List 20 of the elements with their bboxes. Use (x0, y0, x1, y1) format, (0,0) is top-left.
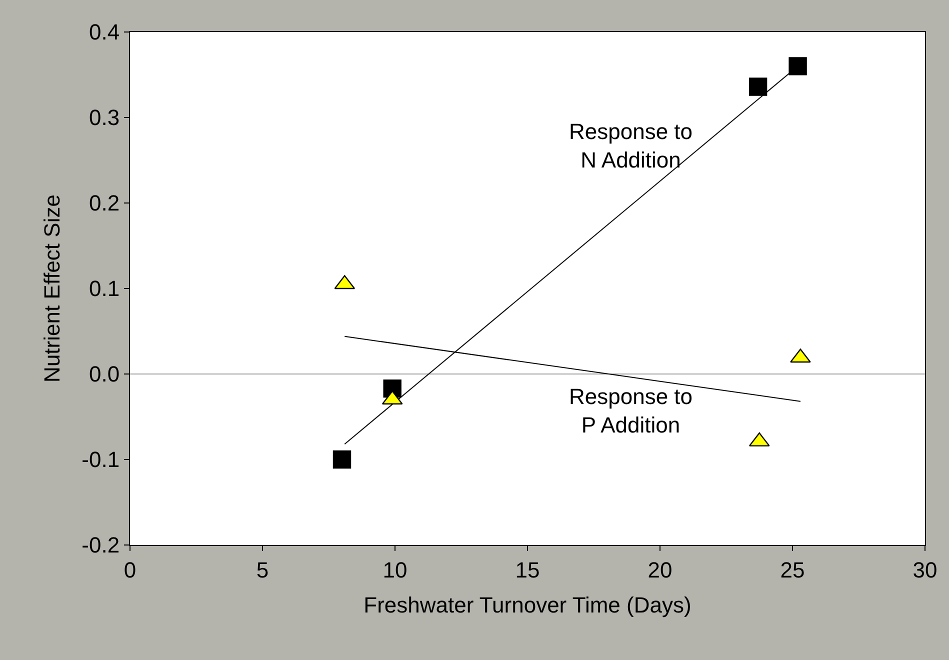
x-tick-label: 25 (780, 557, 805, 582)
y-tick-label: 0.4 (89, 20, 120, 45)
x-tick-label: 10 (382, 557, 408, 582)
y-tick-label: 0.2 (89, 190, 120, 216)
y-tick-label: -0.2 (82, 532, 120, 558)
y-tick-label: 0.3 (89, 105, 120, 130)
point (748, 78, 768, 96)
y-tick-label: -0.1 (82, 447, 120, 472)
x-tick-label: 30 (912, 557, 938, 582)
x-tick-label: 20 (648, 557, 672, 582)
x-tick-label: 5 (256, 557, 269, 582)
x-tick-label: 0 (124, 557, 136, 582)
x-tick-label: 15 (515, 557, 540, 582)
x-axis-title: Freshwater Turnover Time (Days) (364, 592, 692, 618)
point (788, 57, 807, 76)
annotation: Response to P Addition (569, 384, 693, 438)
y-tick-label: 0.1 (89, 276, 120, 302)
y-tick-label: 0.0 (89, 362, 120, 387)
annotation: Response to N Addition (569, 119, 693, 173)
y-axis-title: Nutrient Effect Size (39, 194, 64, 382)
